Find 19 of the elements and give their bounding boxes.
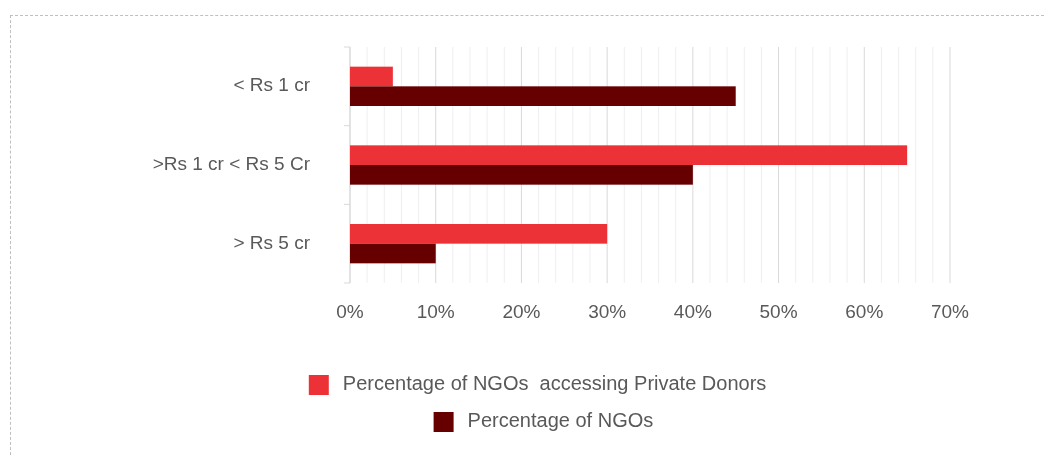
legend-label: Percentage of NGOs accessing Private Donors bbox=[342, 372, 767, 395]
bar bbox=[350, 243, 436, 264]
x-tick-label: 40% bbox=[673, 301, 712, 322]
x-tick-label: 30% bbox=[588, 301, 627, 322]
bar bbox=[350, 86, 736, 106]
x-tick-label: 50% bbox=[759, 301, 798, 322]
y-tick-label: > Rs 5 cr bbox=[233, 231, 311, 253]
x-tick-label: 60% bbox=[845, 301, 884, 322]
y-tick-label: < Rs 1 cr bbox=[233, 74, 311, 96]
bar bbox=[350, 165, 693, 185]
bar bbox=[350, 66, 393, 87]
legend-label: Percentage of NGOs bbox=[467, 409, 654, 432]
y-tick-label: >Rs 1 cr < Rs 5 Cr bbox=[152, 153, 311, 175]
bar bbox=[350, 145, 908, 165]
x-tick-label: 70% bbox=[930, 301, 970, 322]
x-tick-label: 0% bbox=[336, 301, 364, 322]
x-tick-label: 10% bbox=[416, 301, 455, 322]
bar bbox=[350, 224, 608, 244]
x-tick-label: 20% bbox=[502, 301, 541, 322]
